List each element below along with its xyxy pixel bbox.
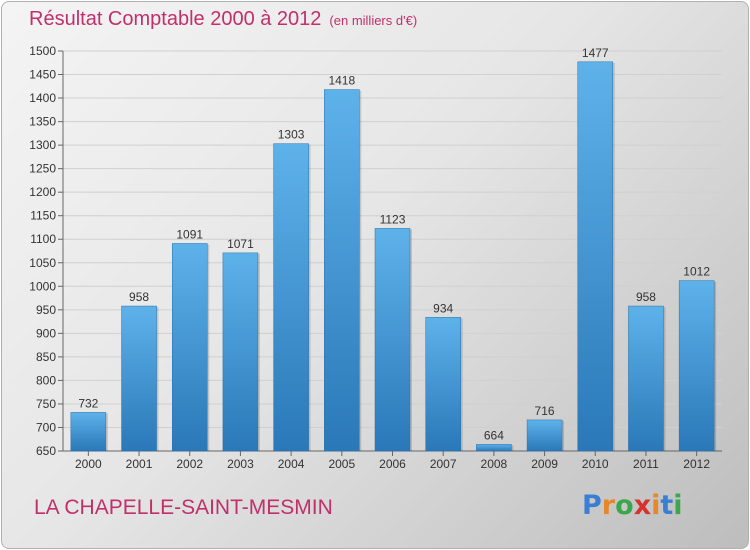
bar-2001 bbox=[121, 305, 157, 452]
x-tick-label-2012: 2012 bbox=[683, 457, 710, 471]
x-tick-label-2000: 2000 bbox=[75, 457, 102, 471]
logo-letter: r bbox=[601, 490, 616, 521]
bar-2000 bbox=[70, 412, 107, 452]
y-tick-label-750: 750 bbox=[36, 397, 56, 411]
y-tick-label-1350: 1350 bbox=[29, 115, 56, 129]
bar-2012 bbox=[678, 280, 715, 452]
bar-2003 bbox=[222, 252, 259, 452]
logo-letter: x bbox=[633, 490, 652, 521]
y-tick-label-700: 700 bbox=[36, 420, 56, 434]
value-label-2012: 1012 bbox=[683, 265, 710, 279]
x-tick-label-2005: 2005 bbox=[328, 457, 355, 471]
x-tick-label-2002: 2002 bbox=[176, 457, 203, 471]
value-label-2005: 1418 bbox=[328, 74, 355, 88]
y-tick-label-1400: 1400 bbox=[29, 91, 56, 105]
value-label-2004: 1303 bbox=[278, 128, 305, 142]
value-label-2002: 1091 bbox=[176, 227, 203, 241]
logo-letter: i bbox=[651, 490, 661, 521]
bar-2005 bbox=[324, 89, 360, 452]
y-tick-label-1500: 1500 bbox=[29, 44, 56, 58]
x-tick-label-2011: 2011 bbox=[633, 457, 659, 471]
bars bbox=[70, 61, 717, 452]
bar-2010 bbox=[577, 61, 614, 452]
y-tick-label-850: 850 bbox=[36, 350, 56, 364]
bar-2004 bbox=[273, 143, 309, 452]
value-label-2011: 958 bbox=[636, 290, 656, 304]
y-tick-label-1000: 1000 bbox=[29, 279, 56, 293]
proxiti-logo[interactable]: Proxiti bbox=[582, 490, 683, 521]
y-tick-label-1050: 1050 bbox=[29, 256, 56, 270]
bar-2007 bbox=[425, 317, 461, 452]
y-tick-label-1100: 1100 bbox=[30, 232, 56, 246]
value-label-2006: 1123 bbox=[380, 212, 406, 226]
logo-letter: t bbox=[660, 490, 674, 521]
labels: 650 700 750 800 850 900 950 1000 1050 1100 1150 120… bbox=[29, 44, 710, 471]
value-label-2008: 664 bbox=[484, 428, 504, 442]
x-tick-label-2003: 2003 bbox=[227, 457, 254, 471]
value-label-2001: 958 bbox=[129, 290, 149, 304]
bar-2009 bbox=[526, 419, 563, 452]
value-label-2003: 1071 bbox=[227, 237, 254, 251]
y-tick-label-1150: 1150 bbox=[30, 209, 56, 223]
bar-2008 bbox=[476, 444, 512, 452]
y-tick-label-1250: 1250 bbox=[29, 162, 56, 176]
logo-letter: o bbox=[615, 490, 634, 521]
y-tick-label-800: 800 bbox=[36, 373, 56, 387]
bar-2011 bbox=[628, 305, 664, 452]
y-tick-label-1200: 1200 bbox=[29, 185, 56, 199]
y-tick-label-1450: 1450 bbox=[29, 68, 56, 82]
y-tick-label-900: 900 bbox=[36, 326, 56, 340]
y-tick-label-650: 650 bbox=[36, 444, 56, 458]
value-label-2000: 732 bbox=[78, 396, 98, 410]
commune-name: LA CHAPELLE-SAINT-MESMIN bbox=[34, 496, 333, 519]
y-tick-label-1300: 1300 bbox=[29, 138, 56, 152]
chart-title-unit: (en milliers d'€) bbox=[329, 13, 418, 28]
chart-title: Résultat Comptable 2000 à 2012 (en millie… bbox=[29, 8, 417, 31]
logo-letter: i bbox=[673, 490, 683, 521]
bar-2006 bbox=[374, 228, 411, 452]
value-label-2009: 716 bbox=[535, 404, 555, 418]
value-label-2010: 1477 bbox=[582, 46, 609, 60]
y-tick-label-950: 950 bbox=[36, 303, 56, 317]
x-tick-label-2008: 2008 bbox=[481, 457, 508, 471]
x-tick-label-2001: 2001 bbox=[126, 457, 153, 471]
logo-letter: P bbox=[582, 490, 602, 521]
chart-title-main: Résultat Comptable 2000 à 2012 bbox=[29, 8, 322, 30]
x-tick-label-2004: 2004 bbox=[278, 457, 305, 471]
x-tick-label-2009: 2009 bbox=[531, 457, 558, 471]
value-label-2007: 934 bbox=[433, 301, 453, 315]
x-tick-label-2006: 2006 bbox=[379, 457, 406, 471]
x-tick-label-2007: 2007 bbox=[430, 457, 457, 471]
bar-2002 bbox=[171, 243, 208, 452]
x-tick-label-2010: 2010 bbox=[582, 457, 609, 471]
